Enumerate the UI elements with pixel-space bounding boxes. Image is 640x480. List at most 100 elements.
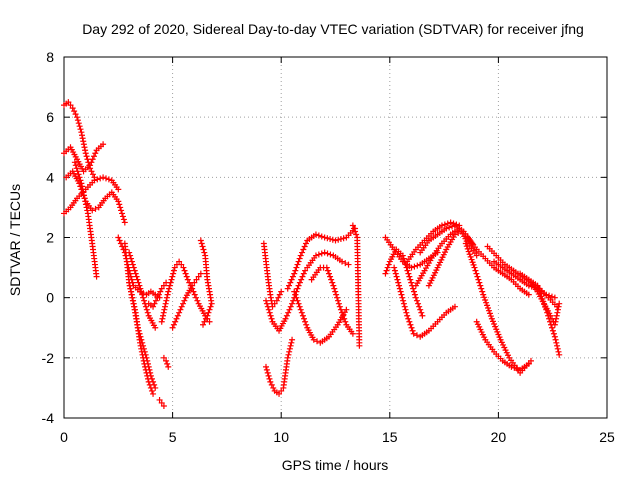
- data-point: [147, 369, 154, 376]
- data-point: [89, 156, 96, 163]
- data-point: [312, 252, 319, 259]
- data-point: [74, 114, 81, 121]
- data-point: [312, 231, 319, 238]
- data-point: [263, 300, 270, 307]
- data-point: [144, 309, 151, 316]
- data-point: [297, 306, 304, 313]
- data-point: [288, 276, 295, 283]
- data-point: [78, 129, 85, 136]
- y-tick-label: 0: [46, 290, 54, 306]
- x-tick-label: 15: [382, 429, 398, 445]
- data-point: [139, 339, 146, 346]
- data-point: [342, 318, 349, 325]
- data-point: [286, 345, 293, 352]
- data-point: [115, 186, 122, 193]
- data-point: [407, 276, 414, 283]
- data-point: [268, 381, 275, 388]
- data-point: [287, 279, 294, 286]
- data-point: [285, 351, 292, 358]
- data-point: [476, 279, 483, 286]
- data-point: [419, 312, 426, 319]
- data-point: [553, 312, 560, 319]
- data-point: [356, 342, 363, 349]
- data-point: [384, 264, 391, 271]
- data-point: [527, 357, 534, 364]
- series-arc-ak: [527, 279, 563, 328]
- data-point: [131, 267, 138, 274]
- data-point: [170, 321, 177, 328]
- data-point: [81, 144, 88, 151]
- data-point: [408, 279, 415, 286]
- data-point: [74, 168, 81, 175]
- data-point: [186, 279, 193, 286]
- series-arc-w: [349, 222, 363, 349]
- data-point: [339, 309, 346, 316]
- data-point: [163, 357, 170, 364]
- data-point: [159, 315, 166, 322]
- data-point: [391, 267, 398, 274]
- data-point: [447, 219, 454, 226]
- data-point: [180, 300, 187, 307]
- data-point: [409, 327, 416, 334]
- y-tick-label: 8: [46, 49, 54, 65]
- data-point: [197, 237, 204, 244]
- data-point: [83, 204, 90, 211]
- data-point: [163, 297, 170, 304]
- data-point: [449, 223, 456, 230]
- data-point: [199, 243, 206, 250]
- data-point: [554, 306, 561, 313]
- data-point: [191, 291, 198, 298]
- data-point: [276, 390, 283, 397]
- series-arc-ae: [462, 240, 534, 376]
- x-tick-label: 10: [273, 429, 289, 445]
- data-point: [315, 251, 322, 258]
- data-point: [286, 282, 293, 289]
- axis-ticks: 0 5 10 15 20 25 -4 -2 0 2 4 6 8: [42, 49, 615, 445]
- data-point: [116, 201, 123, 208]
- data-point: [284, 354, 291, 361]
- data-point: [92, 205, 99, 212]
- data-point: [262, 363, 269, 370]
- data-point: [100, 141, 107, 148]
- data-point: [150, 390, 157, 397]
- data-point: [335, 236, 342, 243]
- data-point: [138, 288, 145, 295]
- data-point: [88, 168, 95, 175]
- data-point: [119, 210, 126, 217]
- data-point: [97, 175, 104, 182]
- data-point: [71, 108, 78, 115]
- data-point: [299, 312, 306, 319]
- data-point: [551, 321, 558, 328]
- data-point: [148, 387, 155, 394]
- data-point: [126, 282, 133, 289]
- data-point: [115, 198, 122, 205]
- data-point: [141, 297, 148, 304]
- data-point: [158, 285, 165, 292]
- data-point: [475, 276, 482, 283]
- data-point: [206, 306, 213, 313]
- data-point: [400, 297, 407, 304]
- data-point: [170, 267, 177, 274]
- data-point: [165, 363, 172, 370]
- data-point: [339, 258, 346, 265]
- data-point: [332, 288, 339, 295]
- data-point: [489, 318, 496, 325]
- data-point: [265, 372, 272, 379]
- data-point: [184, 276, 191, 283]
- data-point: [146, 366, 153, 373]
- data-point: [408, 324, 415, 331]
- data-point: [300, 246, 307, 253]
- data-point: [278, 288, 285, 295]
- data-point: [411, 288, 418, 295]
- data-point: [292, 291, 299, 298]
- data-point: [160, 402, 167, 409]
- series-arc-c: [61, 174, 122, 217]
- data-point: [130, 264, 137, 271]
- data-point: [128, 255, 135, 262]
- data-point: [126, 279, 133, 286]
- data-point: [262, 297, 269, 304]
- data-point: [352, 228, 359, 235]
- data-point: [121, 219, 128, 226]
- data-point: [479, 288, 486, 295]
